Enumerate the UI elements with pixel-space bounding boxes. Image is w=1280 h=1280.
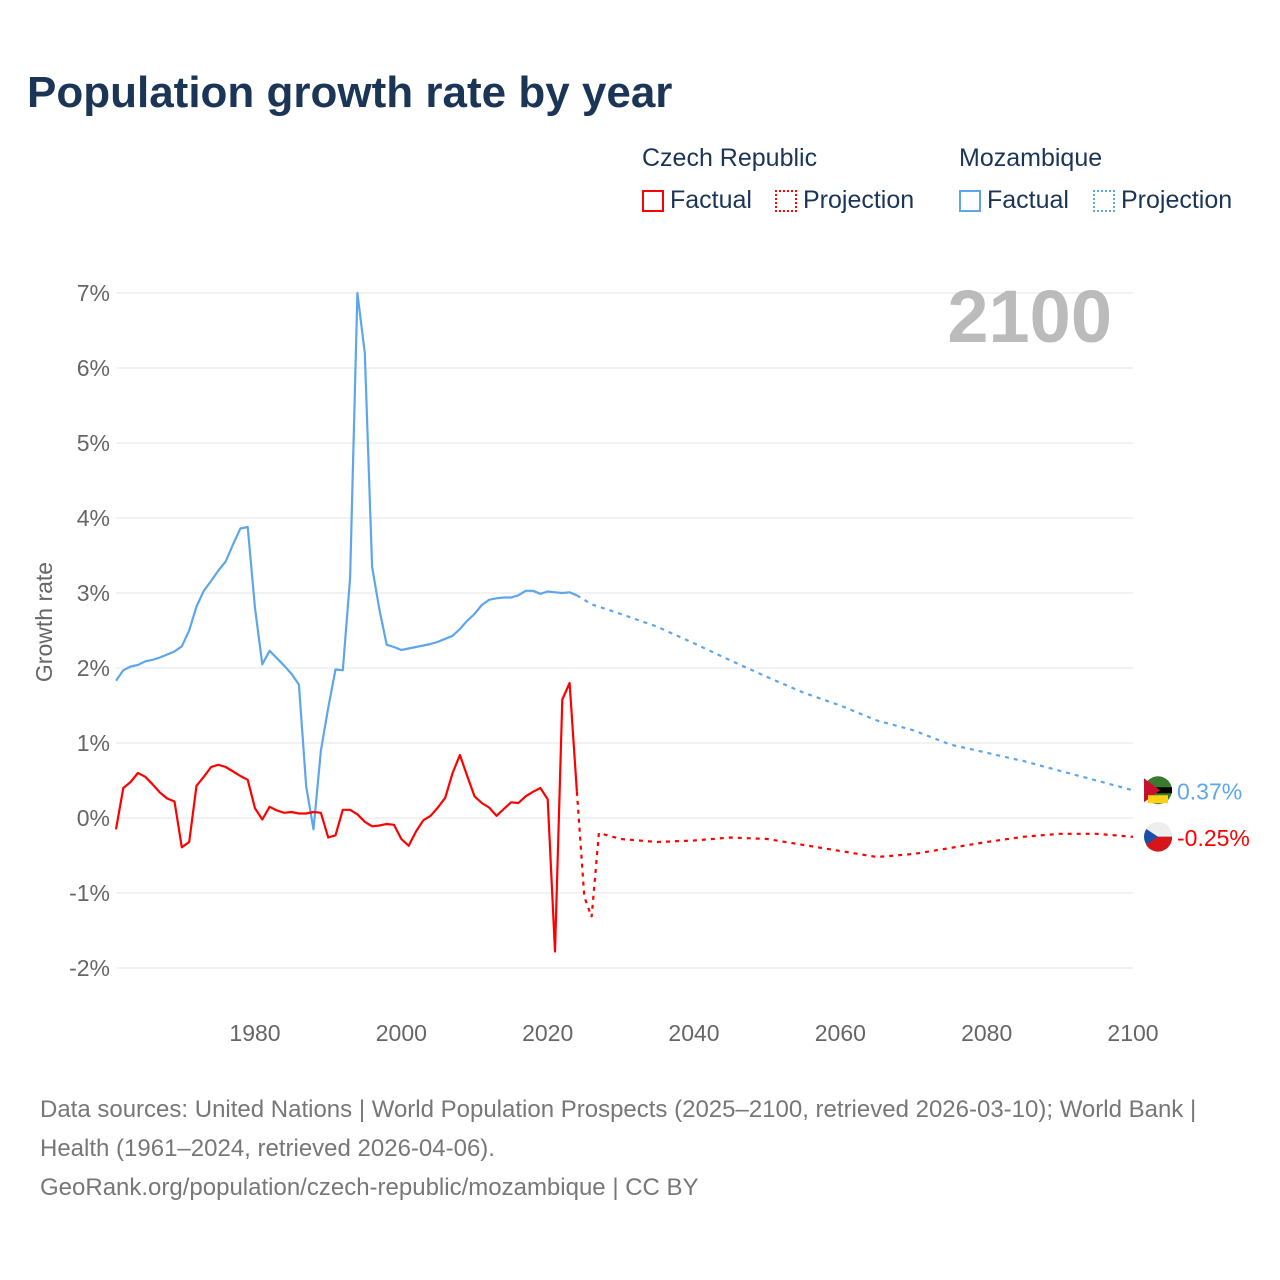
legend-group-mozambique: Mozambique [959, 144, 1103, 172]
legend-swatch-solid [642, 189, 664, 212]
legend-label: Factual [670, 186, 752, 214]
year-label: 2100 [947, 275, 1112, 358]
y-tick-label: 2% [77, 655, 110, 681]
x-tick-label: 2040 [668, 1020, 719, 1046]
flag-stripe [1146, 836, 1173, 852]
legend-mozambique-factual[interactable]: Factual [959, 186, 1069, 215]
x-tick-label: 2100 [1107, 1020, 1158, 1046]
x-tick-label: 2080 [961, 1020, 1012, 1046]
y-tick-label: 5% [77, 430, 110, 456]
end-value-label: -0.25% [1177, 825, 1250, 851]
source-link[interactable]: GeoRank.org/population/czech-republic/mo… [40, 1174, 699, 1201]
legend-swatch-dotted [775, 189, 797, 212]
source-note: Data sources: United Nations | World Pop… [40, 1090, 1240, 1207]
y-tick-label: 4% [77, 505, 110, 531]
y-tick-label: 3% [77, 580, 110, 606]
y-tick-label: 0% [77, 805, 110, 831]
flag-stripe [1148, 795, 1168, 804]
legend-mozambique-projection[interactable]: Projection [1093, 186, 1232, 215]
y-tick-label: 1% [77, 730, 110, 756]
series-factual-0 [115, 291, 578, 831]
x-tick-label: 2020 [522, 1020, 573, 1046]
series-factual-1 [114, 681, 578, 953]
legend-label: Projection [1121, 186, 1233, 214]
legend-label: Factual [987, 186, 1069, 214]
end-value-label: 0.37% [1177, 778, 1242, 804]
legend-label: Projection [803, 186, 915, 214]
y-tick-label: 6% [77, 355, 110, 381]
legend-group-czech: Czech Republic [642, 144, 818, 172]
chart-title: Population growth rate by year [27, 68, 673, 117]
x-tick-label: 1980 [229, 1020, 280, 1046]
legend-swatch-solid [959, 189, 981, 212]
x-tick-label: 2060 [815, 1020, 866, 1046]
legend-czech-projection[interactable]: Projection [775, 186, 914, 215]
flag-stripe [1146, 821, 1173, 837]
legend-czech-factual[interactable]: Factual [642, 186, 752, 215]
y-tick-label: 7% [77, 280, 110, 306]
y-axis-label: Growth rate [31, 562, 57, 682]
y-tick-label: -1% [69, 880, 110, 906]
series-projection-1 [575, 791, 1134, 918]
y-tick-label: -2% [69, 955, 110, 981]
legend-swatch-dotted [1093, 189, 1115, 212]
x-tick-label: 2000 [376, 1020, 427, 1046]
series-projection-0 [576, 594, 1134, 792]
source-line: Data sources: United Nations | World Pop… [40, 1096, 1197, 1162]
